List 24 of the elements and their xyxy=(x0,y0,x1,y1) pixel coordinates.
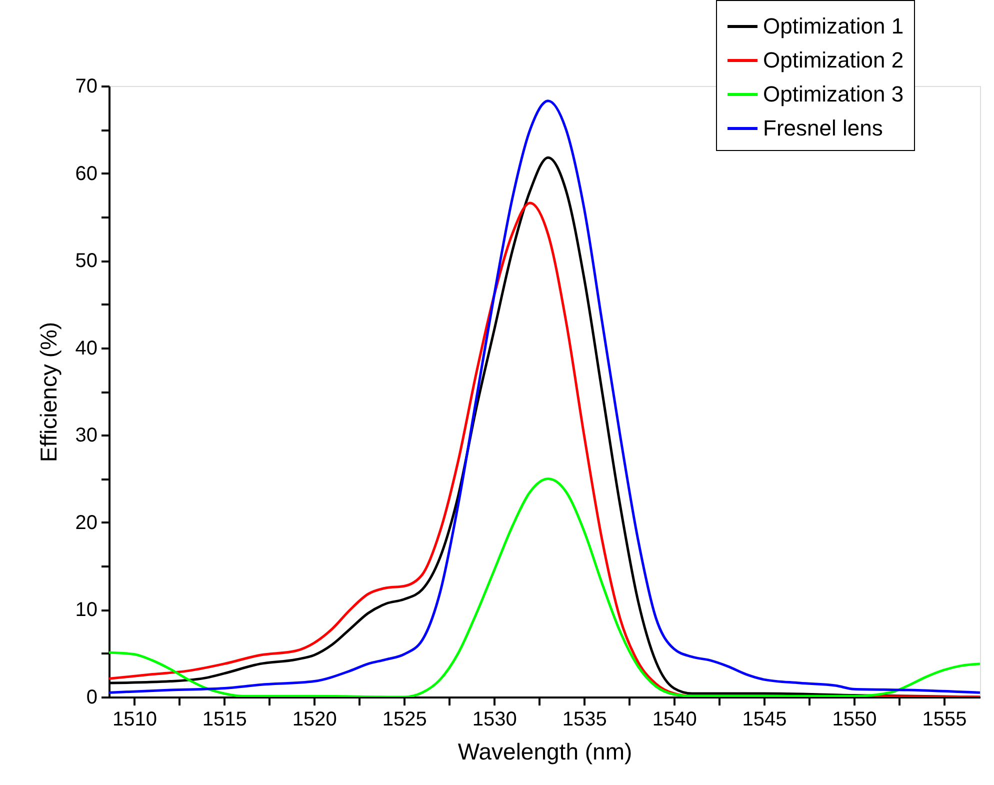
y-tick-label: 50 xyxy=(75,250,98,272)
legend-label: Optimization 1 xyxy=(763,14,904,38)
legend-label: Optimization 2 xyxy=(763,48,904,72)
x-axis-title: Wavelength (nm) xyxy=(458,738,632,764)
y-tick-label: 10 xyxy=(75,599,98,622)
x-tick-label: 1550 xyxy=(832,708,877,730)
x-tick-label: 1515 xyxy=(202,708,247,730)
x-tick-label: 1545 xyxy=(742,708,787,730)
x-tick-label: 1530 xyxy=(472,708,517,730)
y-tick-label: 40 xyxy=(75,337,98,360)
y-axis-title: Efficiency (%) xyxy=(35,322,62,462)
y-tick-label: 0 xyxy=(86,686,98,708)
legend-label: Optimization 3 xyxy=(763,82,904,106)
x-tick-label: 1525 xyxy=(382,708,427,730)
y-tick-label: 70 xyxy=(75,76,98,98)
x-tick-label: 1520 xyxy=(292,708,337,730)
legend-label: Fresnel lens xyxy=(763,116,883,140)
x-tick-label: 1540 xyxy=(652,708,697,730)
x-tick-label: 1535 xyxy=(562,708,607,730)
x-tick-label: 1555 xyxy=(922,708,967,730)
y-tick-label: 30 xyxy=(75,424,98,447)
x-tick-label: 1510 xyxy=(112,708,157,730)
y-tick-label: 60 xyxy=(75,162,98,185)
y-tick-label: 20 xyxy=(75,512,98,534)
